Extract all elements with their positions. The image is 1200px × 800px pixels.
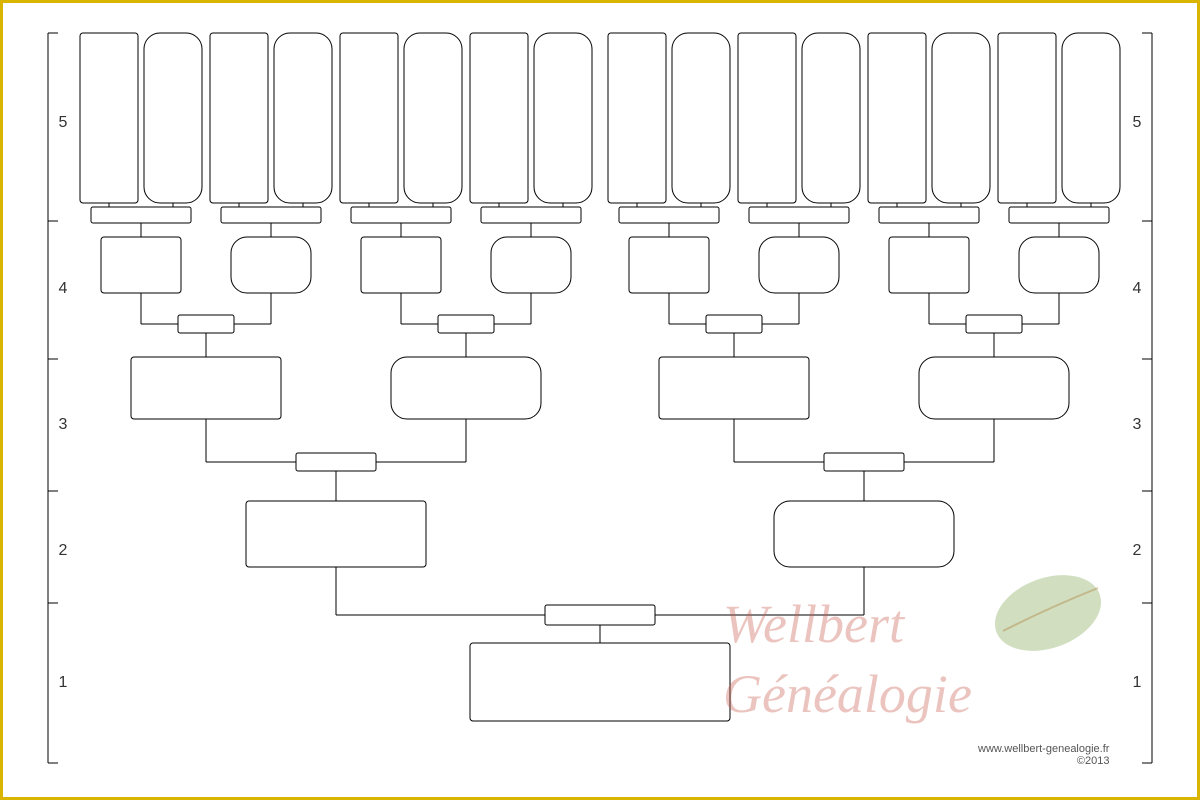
svg-text:3: 3 <box>59 416 68 433</box>
svg-text:3: 3 <box>1133 416 1142 433</box>
svg-text:4: 4 <box>1133 280 1142 297</box>
svg-text:1: 1 <box>1133 674 1142 691</box>
svg-text:5: 5 <box>1133 114 1142 131</box>
credit-url: www.wellbert-genealogie.fr <box>978 743 1109 755</box>
diagram-frame: 1122334455 Wellbert Généalogie www.wellb… <box>0 0 1200 800</box>
svg-text:5: 5 <box>59 114 68 131</box>
svg-text:4: 4 <box>59 280 68 297</box>
svg-text:1: 1 <box>59 674 68 691</box>
credit-block: www.wellbert-genealogie.fr ©2013 <box>978 743 1109 767</box>
svg-text:2: 2 <box>1133 542 1142 559</box>
family-tree-diagram: 1 1 2 2 3 3 4 4 5 5 <box>3 3 1197 797</box>
svg-text:2: 2 <box>59 542 68 559</box>
credit-copyright: ©2013 <box>1077 755 1110 767</box>
